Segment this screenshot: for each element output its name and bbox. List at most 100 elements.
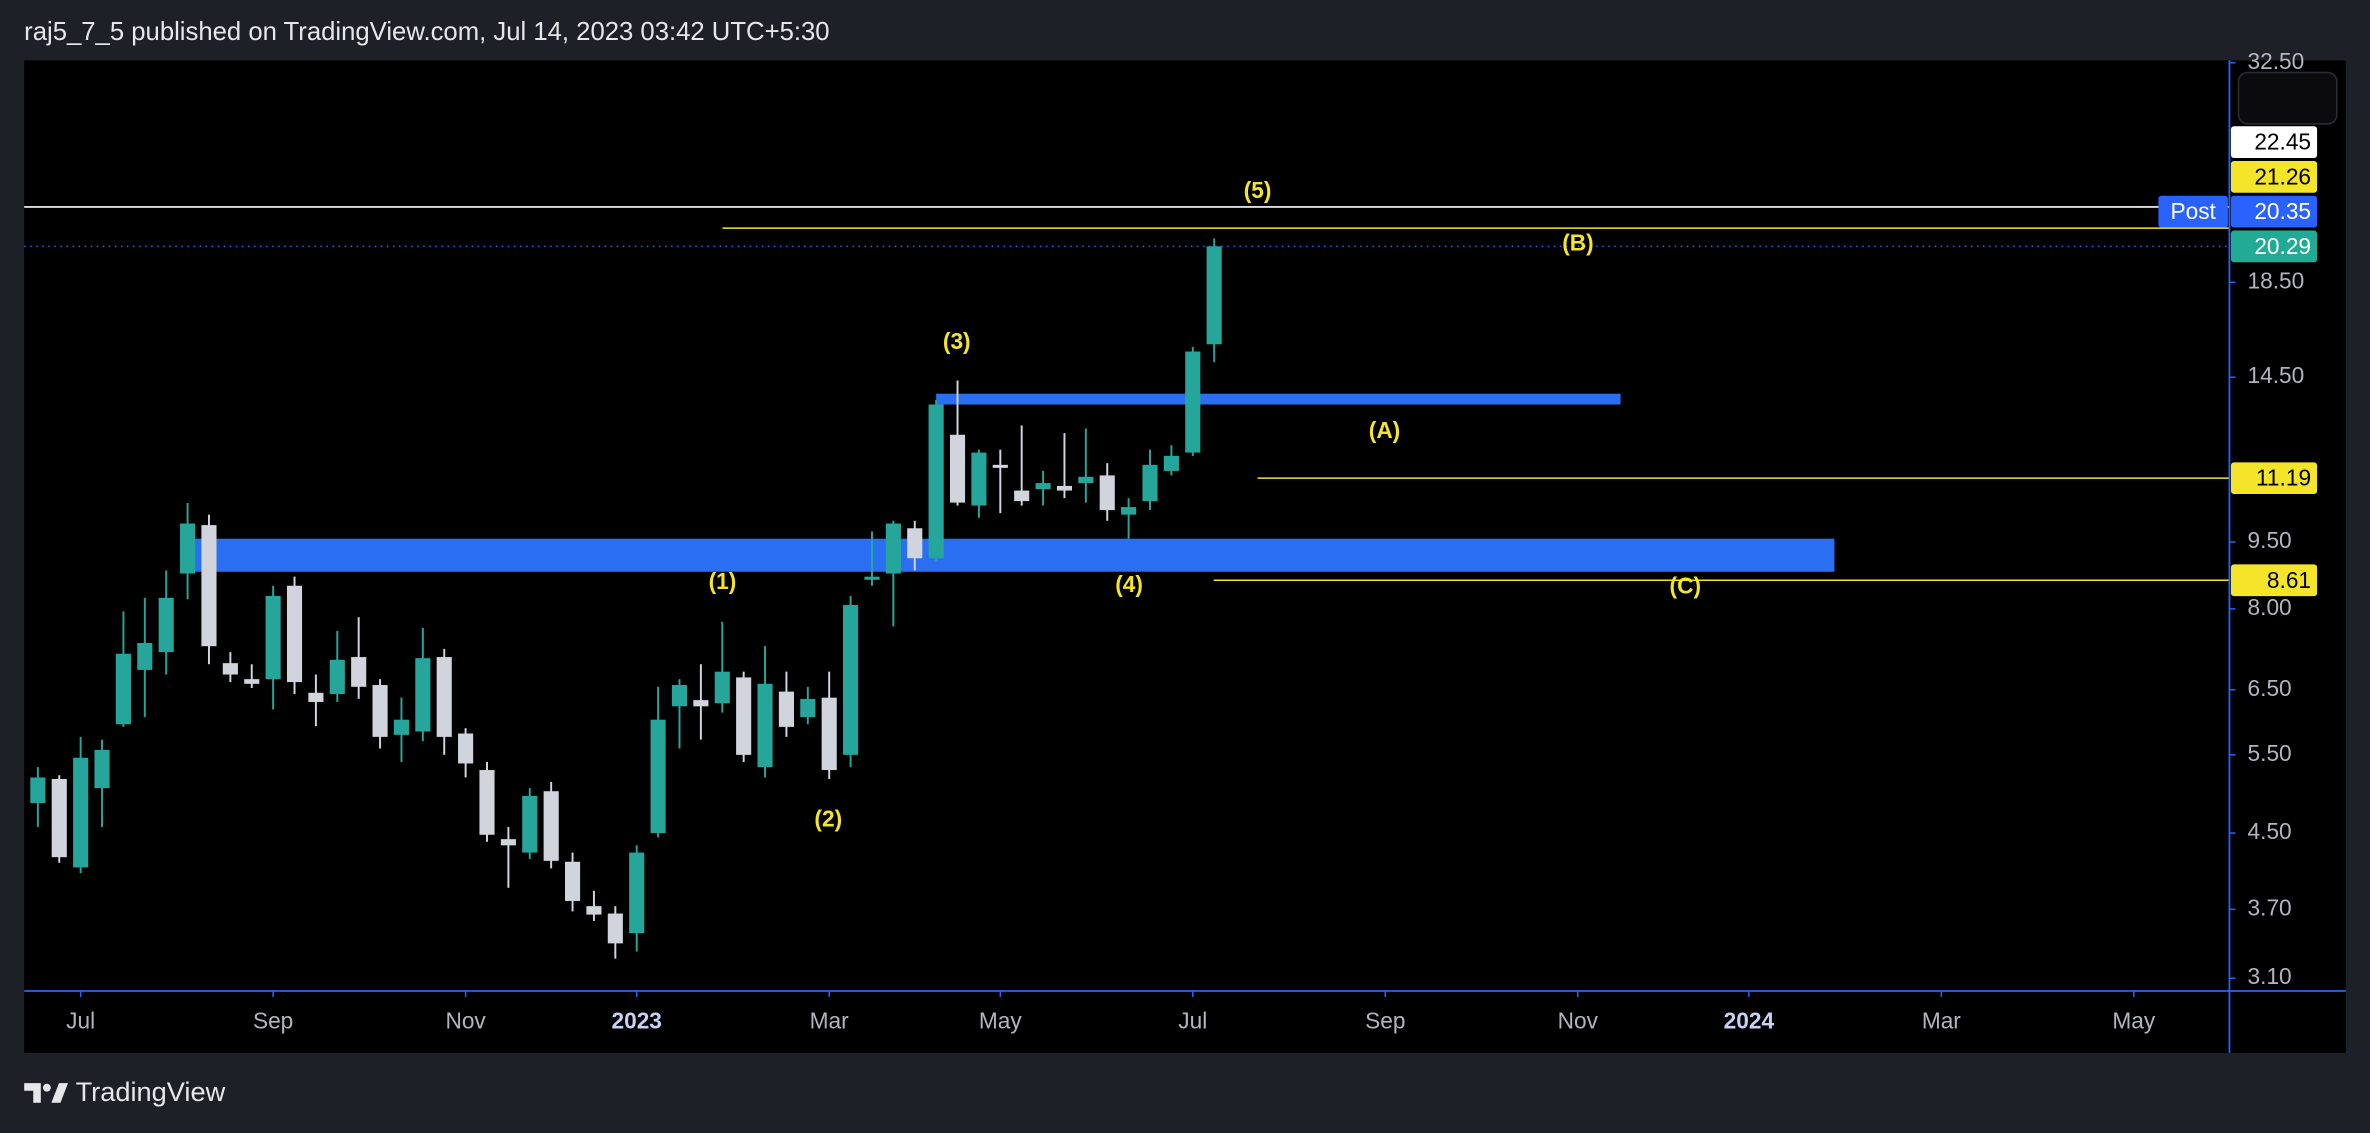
candle-body bbox=[629, 852, 645, 934]
candle-body bbox=[94, 749, 110, 789]
candle-body bbox=[543, 791, 559, 861]
candle-body bbox=[137, 642, 153, 670]
candle-body bbox=[586, 906, 602, 915]
y-tick-label: 14.50 bbox=[2248, 362, 2305, 388]
candle-body bbox=[500, 839, 516, 846]
y-tick-label: 3.70 bbox=[2248, 894, 2292, 920]
candle-body bbox=[51, 778, 67, 858]
price-label: 21.26 bbox=[2254, 163, 2311, 189]
candle-body bbox=[73, 757, 89, 868]
candle-body bbox=[436, 657, 452, 737]
price-label: 20.29 bbox=[2254, 233, 2311, 259]
price-label-box bbox=[2230, 160, 2318, 193]
zone bbox=[936, 393, 1621, 405]
candle-body bbox=[201, 525, 217, 647]
candle-body bbox=[479, 770, 495, 835]
wave-label: (3) bbox=[943, 328, 971, 354]
x-tick-label: Sep bbox=[1365, 1008, 1405, 1034]
price-label-box bbox=[2230, 195, 2318, 228]
candle-body bbox=[650, 719, 666, 834]
price-label-box bbox=[2230, 564, 2318, 597]
candle-body bbox=[222, 663, 238, 675]
candle-body bbox=[458, 733, 474, 764]
plot: 3.10 3.70 4.50 5.50 6.50 8.00 9.50 14.50 18.50 32… bbox=[24, 48, 2318, 1034]
x-tick-label: May bbox=[2112, 1008, 2155, 1034]
candle-body bbox=[1121, 507, 1137, 515]
x-tick-label: 2024 bbox=[1724, 1008, 1775, 1034]
wave-label: (B) bbox=[1562, 230, 1593, 256]
price-label: 20.35 bbox=[2254, 198, 2311, 224]
y-tick-label: 18.50 bbox=[2248, 267, 2305, 293]
y-tick-label: 32.50 bbox=[2248, 48, 2305, 74]
candle-body bbox=[1142, 464, 1158, 502]
y-tick-label: 8.00 bbox=[2248, 594, 2292, 620]
x-tick-label: Nov bbox=[1558, 1008, 1599, 1034]
candle-body bbox=[864, 576, 880, 580]
candle-body bbox=[286, 585, 303, 683]
candle-body bbox=[265, 595, 281, 680]
logo bbox=[24, 1083, 69, 1103]
axis-button[interactable] bbox=[2237, 71, 2338, 125]
candle-body bbox=[800, 698, 816, 718]
candle-body bbox=[971, 452, 987, 506]
price-tag: Post bbox=[2170, 198, 2216, 224]
zone bbox=[183, 538, 1835, 572]
candle-body bbox=[693, 700, 709, 707]
footer-brand: TradingView bbox=[76, 1076, 226, 1107]
x-tick-label: Sep bbox=[253, 1008, 293, 1034]
x-tick-label: Mar bbox=[1922, 1008, 1961, 1034]
candle-body bbox=[393, 719, 410, 735]
y-tick-label: 3.10 bbox=[2248, 963, 2292, 989]
candle-body bbox=[158, 597, 174, 653]
candle-body bbox=[736, 677, 752, 755]
candle-body bbox=[778, 691, 794, 727]
price-label-box bbox=[2230, 462, 2318, 495]
wave-label: (2) bbox=[814, 805, 842, 831]
candle-body bbox=[522, 795, 538, 853]
x-tick-label: May bbox=[979, 1008, 1022, 1034]
price-label: 8.61 bbox=[2267, 567, 2311, 593]
candle-body bbox=[1078, 476, 1094, 484]
candle-body bbox=[30, 777, 46, 804]
candle-body bbox=[415, 658, 431, 732]
candle-body bbox=[1014, 490, 1030, 502]
candle-body bbox=[907, 528, 923, 559]
candle-body bbox=[714, 671, 730, 704]
wave-label: (C) bbox=[1670, 573, 1701, 599]
price-label-box bbox=[2230, 126, 2318, 158]
x-tick-label: Jul bbox=[66, 1008, 95, 1034]
y-tick-label: 5.50 bbox=[2248, 740, 2292, 766]
candle-body bbox=[821, 697, 837, 771]
candle-body bbox=[1035, 483, 1051, 490]
header-text: raj5_7_5 published on TradingView.com, J… bbox=[24, 18, 829, 46]
wave-label: (A) bbox=[1369, 417, 1400, 443]
y-tick-label: 9.50 bbox=[2248, 527, 2292, 553]
candle-body bbox=[949, 434, 966, 503]
price-label: 22.45 bbox=[2254, 129, 2311, 155]
price-label-box bbox=[2230, 230, 2318, 263]
x-tick-label: Mar bbox=[810, 1008, 849, 1034]
wave-label: (4) bbox=[1115, 571, 1143, 597]
candle-body bbox=[1099, 475, 1115, 511]
x-tick-label: Nov bbox=[445, 1008, 486, 1034]
candle-body bbox=[351, 657, 367, 687]
candle-body bbox=[564, 861, 581, 901]
candle-body bbox=[843, 605, 859, 755]
candle-body bbox=[1206, 246, 1222, 345]
candle-body bbox=[992, 464, 1008, 468]
wave-label: (1) bbox=[709, 568, 737, 594]
wave-label: (5) bbox=[1244, 177, 1272, 203]
y-tick-label: 6.50 bbox=[2248, 675, 2292, 701]
price-label: 11.19 bbox=[2256, 465, 2311, 491]
candle-body bbox=[372, 685, 388, 737]
candle-body bbox=[928, 404, 944, 559]
candle-body bbox=[1056, 485, 1073, 491]
price-tag-box bbox=[2158, 195, 2228, 228]
candle-body bbox=[607, 913, 623, 944]
candle-body bbox=[885, 523, 901, 574]
candle-body bbox=[1185, 351, 1201, 453]
candle-body bbox=[671, 685, 688, 707]
y-tick-label: 4.50 bbox=[2248, 818, 2292, 844]
